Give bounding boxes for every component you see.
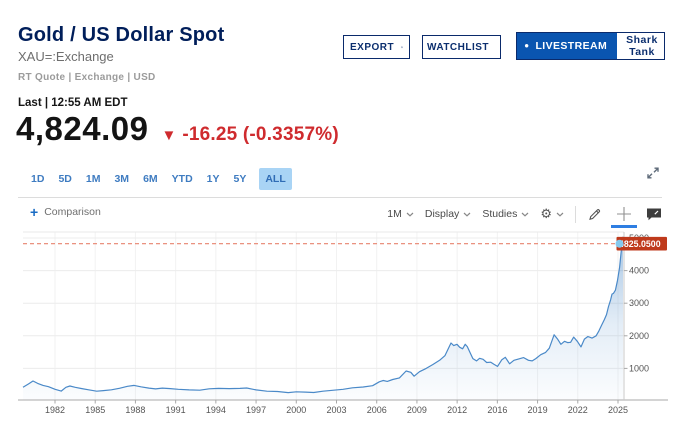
x-axis-label: 1985 xyxy=(85,405,105,415)
range-5y[interactable]: 5Y xyxy=(233,173,247,185)
x-axis-label: 2016 xyxy=(487,405,507,415)
x-axis-label: 1988 xyxy=(125,405,145,415)
interval-label: 1M xyxy=(387,208,402,220)
symbol-subtitle: XAU=:Exchange xyxy=(18,49,114,64)
time-range-bar: 1D 5D 1M 3M 6M YTD 1Y 5Y ALL xyxy=(30,168,292,190)
section-divider xyxy=(18,197,662,198)
area-fill xyxy=(23,236,623,400)
range-all-selected[interactable]: ALL xyxy=(259,168,292,190)
watchlist-button[interactable]: WATCHLIST xyxy=(422,35,501,59)
x-axis-label: 2009 xyxy=(407,405,427,415)
x-axis-label: 2022 xyxy=(568,405,588,415)
live-dot-icon: ● xyxy=(524,41,530,50)
x-axis-label: 2025 xyxy=(608,405,628,415)
annotation-button[interactable] xyxy=(646,208,662,221)
x-axis-label: 2019 xyxy=(528,405,548,415)
range-5d[interactable]: 5D xyxy=(58,173,72,185)
last-timestamp: Last | 12:55 AM EDT xyxy=(18,97,128,109)
comment-icon xyxy=(647,208,661,220)
range-6m[interactable]: 6M xyxy=(143,173,158,185)
current-price-dot xyxy=(615,239,624,248)
chart-toolbar: 1M Display Studies ⚙ xyxy=(387,202,662,228)
crosshair-icon xyxy=(617,207,631,221)
x-axis-label: 2003 xyxy=(326,405,346,415)
settings-dropdown[interactable]: ⚙ xyxy=(540,208,564,221)
range-1d[interactable]: 1D xyxy=(31,173,45,185)
display-label: Display xyxy=(424,208,460,220)
quote-meta: RT Quote | Exchange | USD xyxy=(18,72,156,83)
svg-text:4825.0500: 4825.0500 xyxy=(619,239,661,249)
plus-icon: + xyxy=(30,204,39,220)
export-label: EXPORT xyxy=(350,41,395,53)
y-axis-label: 4000 xyxy=(629,266,649,276)
watchlist-label: WATCHLIST xyxy=(426,41,490,53)
x-axis-label: 2012 xyxy=(447,405,467,415)
x-axis-label: 2006 xyxy=(367,405,387,415)
x-axis-label: 1982 xyxy=(45,405,65,415)
livestream-label: LIVESTREAM xyxy=(535,40,608,52)
export-icon xyxy=(401,45,403,48)
y-axis-label: 3000 xyxy=(629,298,649,308)
studies-dropdown[interactable]: Studies xyxy=(482,208,529,220)
range-3m[interactable]: 3M xyxy=(114,173,130,185)
x-axis-label: 1997 xyxy=(246,405,266,415)
page-title: Gold / US Dollar Spot xyxy=(18,24,225,46)
y-axis-label: 2000 xyxy=(629,331,649,341)
comparison-label: Comparison xyxy=(44,206,101,218)
current-price-badge: 4825.0500 xyxy=(616,236,667,251)
price-line xyxy=(22,236,624,394)
livestream-button[interactable]: ● LIVESTREAM Shark Tank xyxy=(516,32,665,60)
x-axis-label: 1994 xyxy=(206,405,226,415)
display-dropdown[interactable]: Display xyxy=(425,208,471,220)
gear-icon: ⚙ xyxy=(540,206,552,222)
pencil-icon xyxy=(589,208,601,220)
range-1m[interactable]: 1M xyxy=(85,173,101,185)
range-ytd[interactable]: YTD xyxy=(171,173,193,185)
chevron-down-icon xyxy=(406,212,414,217)
price-change: -16.25 (-0.3357%) xyxy=(182,124,339,145)
x-axis-label: 1991 xyxy=(166,405,186,415)
x-axis-label: 2000 xyxy=(286,405,306,415)
studies-label: Studies xyxy=(482,208,518,220)
y-axis-label: 1000 xyxy=(629,363,649,373)
livestream-segment: ● LIVESTREAM xyxy=(517,33,618,59)
export-button[interactable]: EXPORT xyxy=(343,35,410,59)
chevron-down-icon xyxy=(521,212,529,217)
last-price: 4,824.09 xyxy=(16,110,149,147)
down-arrow-icon: ▼ xyxy=(161,127,177,144)
expand-icon[interactable] xyxy=(645,165,661,186)
livestream-show-label: Shark Tank xyxy=(626,34,658,58)
crosshair-tool-button[interactable] xyxy=(611,206,637,228)
chevron-down-icon xyxy=(463,212,471,217)
price-chart[interactable]: 1000200030004000500019821985198819911994… xyxy=(0,228,678,421)
chevron-down-icon xyxy=(556,212,564,217)
price-row: 4,824.09 ▼ -16.25 (-0.3357%) xyxy=(16,110,339,148)
range-1y[interactable]: 1Y xyxy=(206,173,220,185)
toolbar-divider xyxy=(575,205,576,223)
draw-tool-button[interactable] xyxy=(587,207,602,222)
comparison-button[interactable]: + Comparison xyxy=(30,205,101,219)
interval-dropdown[interactable]: 1M xyxy=(387,208,414,220)
